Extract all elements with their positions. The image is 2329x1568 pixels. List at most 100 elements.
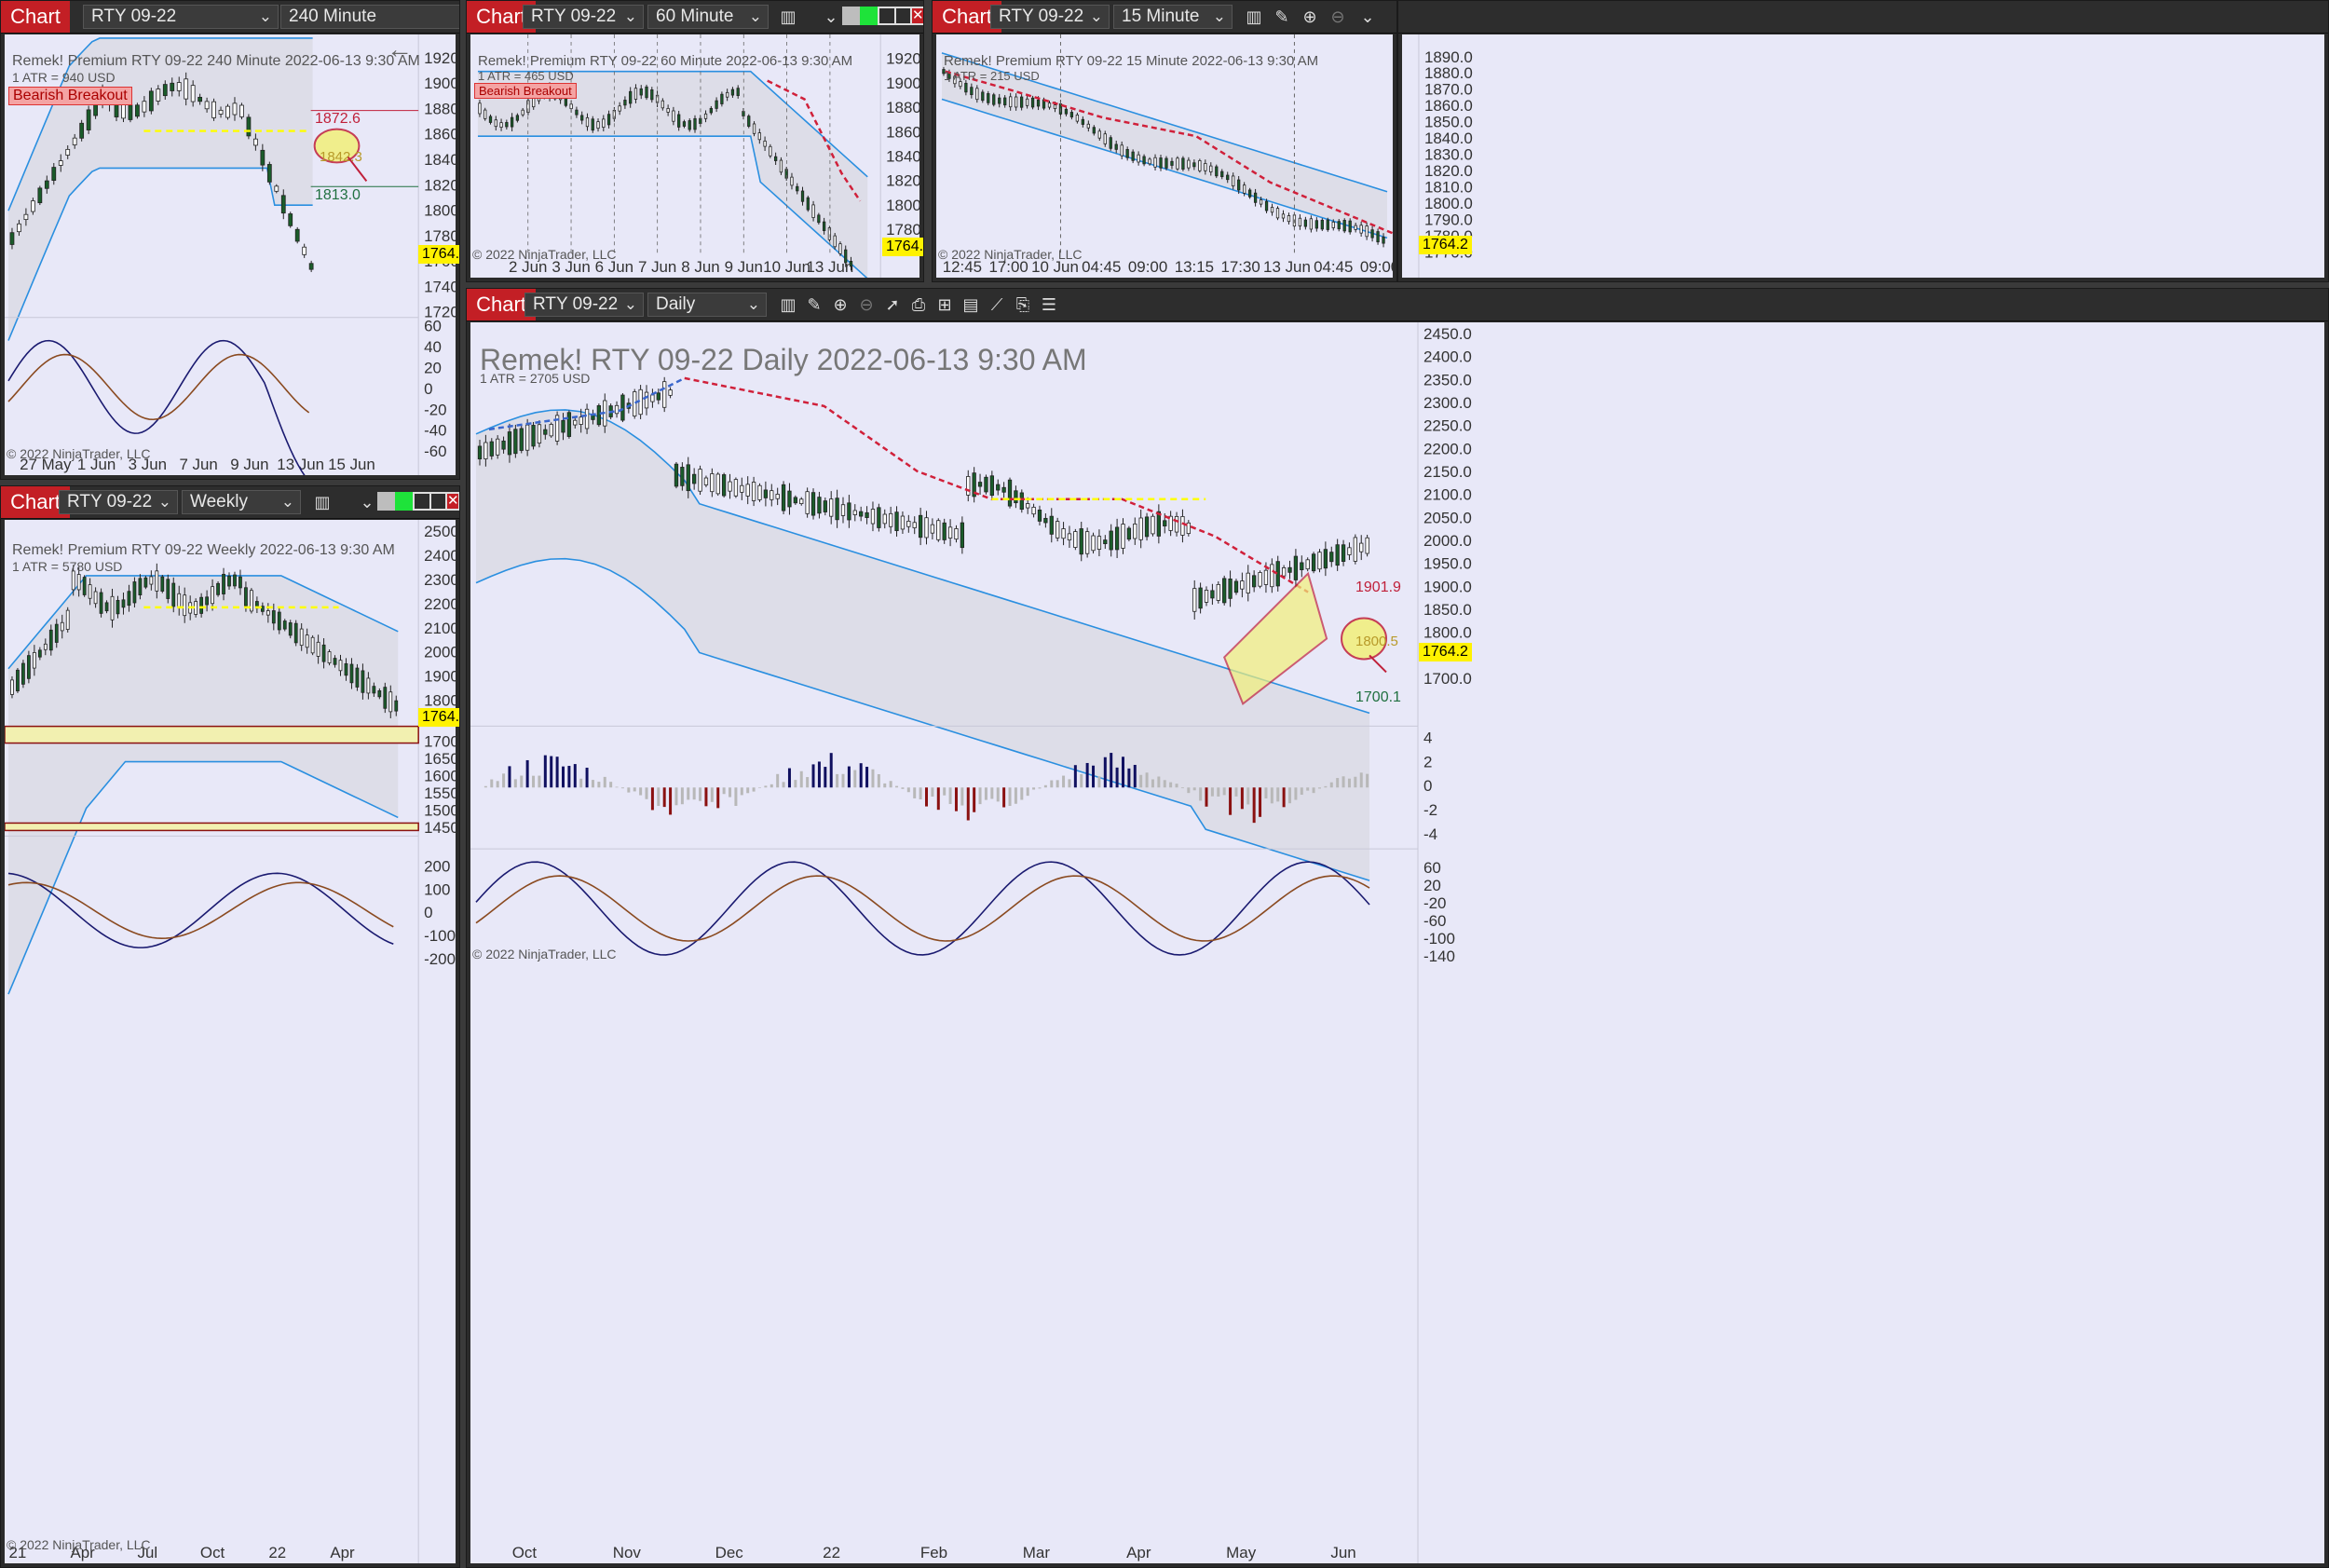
price-axis-tick: 2200.0 [424, 595, 456, 613]
candle-body [355, 667, 360, 688]
candle-body [372, 686, 376, 694]
price-plot[interactable]: 12:45 17:00 10 Jun 04:45 09:00 13:15 17:30 13 J… [936, 34, 1393, 278]
interval-selector[interactable]: Daily ⌄ [647, 293, 767, 317]
close-button[interactable]: ✕ [445, 492, 459, 511]
properties-icon[interactable]: ☰ [1041, 295, 1057, 314]
candle-body [1253, 192, 1258, 203]
candle-body [1097, 130, 1101, 139]
price-plot[interactable]: 1920.0 1900.0 1880.0 1860.0 1840.0 1820.0 1800… [5, 34, 459, 475]
tile-button[interactable] [377, 492, 396, 511]
histogram-bar [532, 775, 536, 788]
price-plot[interactable]: 2500.0 2400.0 2300.0 2200.0 2100.0 2000.0 1900… [5, 520, 459, 1563]
time-axis-tick: 22 [823, 1544, 840, 1561]
candle-body [184, 78, 189, 100]
instrument-selector[interactable]: RTY 09-22 ⌄ [524, 293, 644, 317]
price-plot[interactable]: 2450.0 2400.0 2350.0 2300.0 2250.0 2200.0 2150… [470, 322, 2324, 1563]
candle-body [494, 119, 497, 128]
candle-body [596, 404, 602, 426]
histogram-bar [799, 770, 803, 788]
minimize-button[interactable] [413, 492, 431, 511]
candle-body [1151, 515, 1155, 535]
candle-body [484, 109, 487, 119]
candle-body [747, 116, 751, 127]
zoom-in-icon[interactable]: ⊕ [1302, 7, 1317, 26]
instrument-selector[interactable]: RTY 09-22 ⌄ [83, 5, 279, 29]
interval-selector[interactable]: 240 Minute ⌄ [280, 5, 459, 29]
histogram-bar [787, 768, 791, 788]
candle-body [1215, 166, 1219, 177]
candle-body [110, 595, 115, 620]
candle-body [1337, 221, 1341, 230]
candle-body [79, 122, 85, 139]
data-box-icon[interactable]: ⎙ [911, 295, 926, 314]
candle-body [688, 120, 691, 130]
chevron-down-icon[interactable]: ⌄ [360, 493, 375, 511]
cursor-icon[interactable]: ➚ [885, 295, 900, 314]
candle-body [1228, 579, 1233, 599]
time-axis-tick: 3 Jun [129, 456, 167, 473]
candle-body [859, 511, 864, 517]
chart-trader-icon[interactable]: ⊞ [937, 295, 952, 314]
candle-body [1220, 170, 1224, 178]
bearish-breakout-badge: Bearish Breakout [8, 87, 132, 105]
price-axis-tick: 1900.0 [886, 75, 919, 92]
chart-menu-button[interactable]: Chart [1, 1, 70, 33]
bar-style-icon[interactable]: ▥ [1246, 7, 1262, 26]
instrument-selector[interactable]: RTY 09-22 ⌄ [523, 5, 644, 29]
zoom-out-icon[interactable]: ⊖ [859, 295, 874, 314]
candle-body [71, 570, 75, 591]
tile-button[interactable] [842, 7, 861, 25]
time-axis-tick: Feb [920, 1544, 947, 1561]
candle-body [1015, 96, 1018, 108]
draw-tool-icon[interactable]: ✎ [1274, 7, 1289, 26]
interval-selector[interactable]: 60 Minute ⌄ [647, 5, 769, 29]
candle-body [1025, 98, 1029, 106]
chart-menu-button[interactable]: Chart [1, 486, 70, 518]
chart-menu-button[interactable]: Chart [933, 1, 1001, 33]
histogram-bar [734, 787, 738, 806]
bar-style-icon[interactable]: ▥ [780, 295, 797, 314]
price-plot[interactable]: 1920.0 1900.0 1880.0 1860.0 1840.0 1820.0 1800… [470, 34, 923, 278]
candle-body [280, 195, 286, 214]
templates-icon[interactable]: ⎘ [1015, 295, 1030, 314]
price-axis-tick: 1700.0 [424, 733, 456, 751]
back-arrow-icon[interactable]: ← [387, 34, 413, 63]
oscillator-slow-line [7, 353, 310, 421]
link-button[interactable] [860, 7, 878, 25]
level-mid-label: 1800.5 [1355, 634, 1398, 649]
candle-body [176, 82, 182, 91]
price-plot-right[interactable]: 1890.0 1880.0 1870.0 1860.0 1850.0 1840.0 1830… [1402, 34, 2324, 278]
histogram-bar [1062, 775, 1066, 788]
indicators-icon[interactable]: ▤ [962, 295, 979, 314]
chevron-down-icon[interactable]: ⌄ [1360, 7, 1375, 26]
minimize-button[interactable] [878, 7, 896, 25]
chart-menu-button[interactable]: Chart [467, 289, 536, 320]
draw-tool-icon[interactable]: ✎ [807, 295, 822, 314]
chevron-down-icon: ⌄ [157, 493, 171, 511]
price-axis-tick: 1720.0 [424, 304, 456, 321]
candle-body [361, 670, 365, 693]
close-button[interactable]: ✕ [910, 7, 924, 25]
interval-selector[interactable]: Weekly ⌄ [182, 490, 301, 514]
candle-body [811, 204, 815, 218]
price-axis-tick: 2300.0 [1423, 394, 1472, 412]
interval-selector[interactable]: 15 Minute ⌄ [1113, 5, 1233, 29]
instrument-selector[interactable]: RTY 09-22 ⌄ [59, 490, 178, 514]
lower-band-line [7, 167, 313, 341]
candle-body [1086, 123, 1090, 129]
bar-style-icon[interactable]: ▥ [780, 7, 797, 26]
price-axis-tick: 1860.0 [424, 126, 456, 143]
strategies-icon[interactable]: ⟋ [990, 295, 1003, 314]
candle-body [499, 122, 503, 129]
bar-style-icon[interactable]: ▥ [314, 493, 331, 511]
candle-body [132, 581, 137, 604]
candle-body [549, 424, 553, 437]
zoom-in-icon[interactable]: ⊕ [833, 295, 848, 314]
histogram-bar [931, 787, 934, 798]
instrument-selector[interactable]: RTY 09-22 ⌄ [990, 5, 1110, 29]
chevron-down-icon[interactable]: ⌄ [824, 7, 838, 26]
copyright: © 2022 NinjaTrader, LLC [7, 446, 151, 461]
zoom-out-icon[interactable]: ⊖ [1330, 7, 1345, 26]
candle-body [1300, 562, 1304, 570]
link-button[interactable] [395, 492, 414, 511]
